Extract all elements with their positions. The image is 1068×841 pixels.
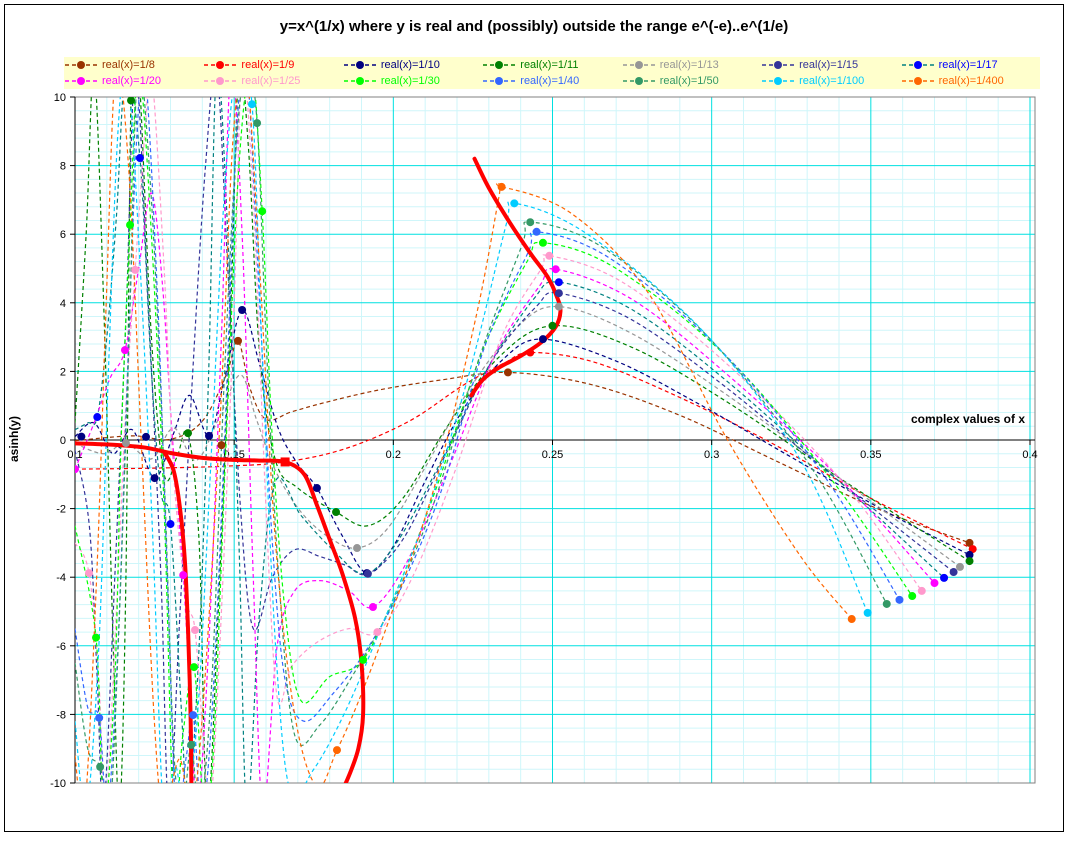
legend-entry-1-30: real(x)=1/30 — [343, 75, 482, 87]
legend-marker-icon — [204, 61, 237, 69]
legend-label: real(x)=1/8 — [102, 58, 155, 71]
series-line-4 — [75, 305, 961, 568]
series-line-7 — [75, 97, 935, 783]
legend-entry-1-40: real(x)=1/40 — [482, 75, 621, 87]
svg-text:10: 10 — [54, 92, 66, 104]
chart-title: y=x^(1/x) where y is real and (possibly)… — [279, 18, 789, 35]
legend-marker-icon — [204, 77, 237, 85]
legend-label: real(x)=1/20 — [102, 74, 162, 87]
svg-text:2: 2 — [60, 366, 66, 378]
legend-entry-1-11: real(x)=1/11 — [482, 59, 621, 71]
legend-entry-1-10: real(x)=1/10 — [343, 59, 482, 71]
legend-entry-1-20: real(x)=1/20 — [64, 75, 203, 87]
legend-label: real(x)=1/30 — [380, 74, 440, 87]
series-line-0 — [75, 340, 970, 544]
legend-entry-1-13: real(x)=1/13 — [622, 59, 761, 71]
svg-text:0.25: 0.25 — [542, 449, 563, 461]
legend: real(x)=1/8 real(x)=1/9 real(x)=1/10 real(x… — [64, 57, 1040, 89]
series-line-12 — [75, 97, 869, 783]
series-line-2 — [75, 309, 970, 574]
legend-marker-icon — [622, 61, 655, 69]
series-markers-3 — [127, 97, 974, 566]
legend-marker-icon — [483, 77, 516, 85]
legend-label: real(x)=1/11 — [520, 58, 579, 71]
legend-label: real(x)=1/400 — [938, 74, 1004, 87]
series-markers-8 — [85, 251, 926, 637]
svg-text:0.3: 0.3 — [704, 449, 719, 461]
legend-marker-icon — [65, 77, 97, 85]
legend-entry-1-100: real(x)=1/100 — [761, 75, 900, 87]
svg-text:-10: -10 — [50, 778, 66, 790]
series-line-5 — [75, 97, 954, 783]
y-axis-title: asinh(y) — [7, 416, 21, 463]
series-line-1 — [75, 351, 973, 550]
svg-text:0.1: 0.1 — [67, 449, 82, 461]
svg-text:-2: -2 — [56, 504, 66, 516]
svg-text:4: 4 — [60, 298, 66, 310]
legend-marker-icon — [65, 61, 97, 69]
svg-text:-6: -6 — [56, 641, 66, 653]
legend-label: real(x)=1/10 — [380, 58, 440, 71]
legend-marker-icon — [483, 61, 516, 69]
series-markers-7 — [75, 265, 939, 612]
svg-text:8: 8 — [60, 161, 66, 173]
svg-text:0.35: 0.35 — [860, 449, 881, 461]
legend-label: real(x)=1/9 — [241, 58, 295, 71]
thick-red-segment-0 — [75, 441, 366, 783]
legend-entry-1-50: real(x)=1/50 — [622, 75, 761, 87]
legend-marker-icon — [762, 77, 795, 85]
series-markers-1 — [526, 348, 977, 554]
svg-text:-4: -4 — [56, 572, 66, 584]
legend-entry-1-15: real(x)=1/15 — [761, 59, 900, 71]
series-markers-0 — [217, 336, 974, 547]
series-markers-12 — [247, 100, 872, 617]
legend-entry-1-9: real(x)=1/9 — [203, 59, 342, 71]
series-markers-10 — [95, 227, 904, 722]
thick-red-segment-2 — [469, 156, 563, 398]
svg-text:6: 6 — [60, 229, 66, 241]
legend-entry-1-400: real(x)=1/400 — [901, 75, 1040, 87]
series-markers-13 — [332, 182, 856, 755]
legend-label: real(x)=1/17 — [938, 58, 998, 71]
legend-label: real(x)=1/50 — [659, 74, 719, 87]
legend-label: real(x)=1/25 — [241, 74, 301, 87]
svg-text:0.2: 0.2 — [386, 449, 401, 461]
legend-marker-icon — [622, 77, 655, 85]
legend-label: real(x)=1/40 — [520, 74, 580, 87]
series-markers-5 — [363, 289, 958, 578]
series-line-13 — [75, 97, 853, 783]
legend-marker-icon — [343, 77, 376, 85]
svg-text:0: 0 — [60, 435, 66, 447]
legend-label: real(x)=1/100 — [799, 74, 865, 87]
legend-entry-1-25: real(x)=1/25 — [203, 75, 342, 87]
series-markers-11 — [96, 119, 891, 771]
thick-red-square-marker — [280, 457, 290, 467]
series-markers-6 — [93, 154, 949, 582]
legend-entry-1-8: real(x)=1/8 — [64, 59, 203, 71]
series-line-6 — [75, 97, 945, 783]
svg-text:0.4: 0.4 — [1022, 449, 1037, 461]
x-axis-title: complex values of x — [910, 412, 1025, 426]
series-markers-9 — [92, 207, 917, 672]
legend-label: real(x)=1/13 — [659, 58, 719, 71]
svg-text:-8: -8 — [56, 709, 66, 721]
legend-marker-icon — [901, 77, 934, 85]
legend-marker-icon — [762, 61, 795, 69]
series-line-11 — [75, 97, 888, 783]
legend-marker-icon — [343, 61, 376, 69]
series-markers-4 — [121, 302, 964, 571]
legend-marker-icon — [901, 61, 934, 69]
series-line-3 — [75, 97, 970, 783]
y-tick-labels: 10 8 6 4 2 0 -2 -4 -6 -8 -10 — [50, 92, 66, 790]
legend-entry-1-17: real(x)=1/17 — [901, 59, 1040, 71]
legend-label: real(x)=1/15 — [799, 58, 859, 71]
